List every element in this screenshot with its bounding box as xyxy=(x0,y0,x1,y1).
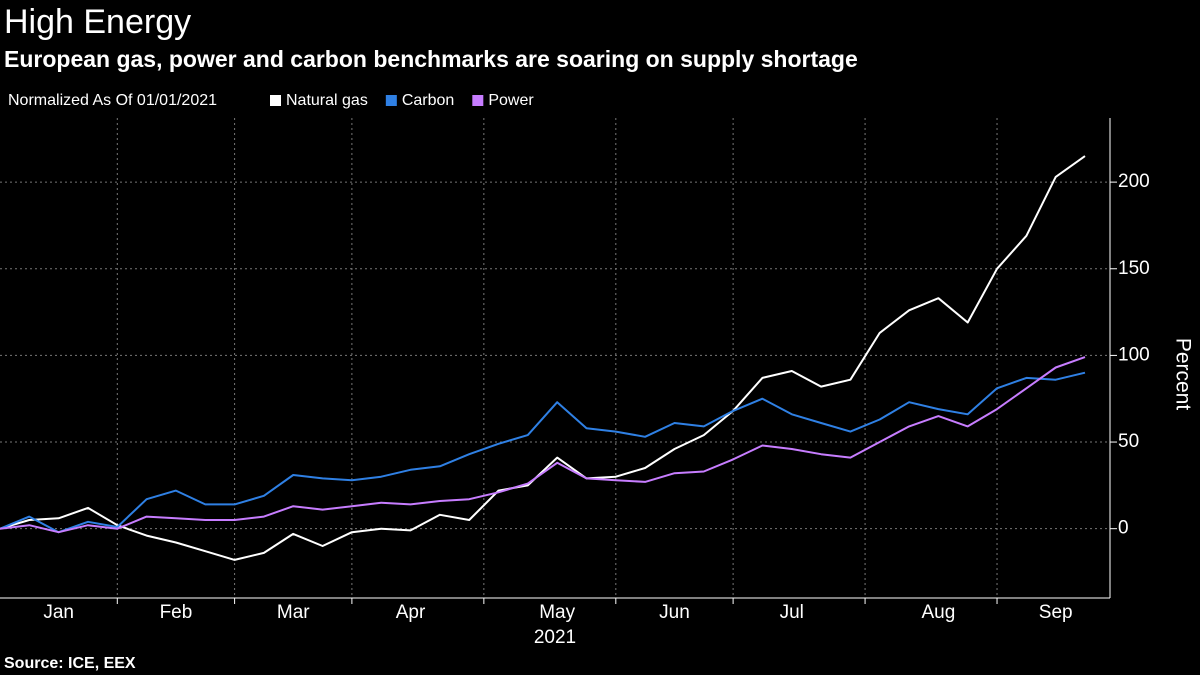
chart-title: High Energy xyxy=(4,3,191,41)
series-line xyxy=(0,155,1086,561)
x-tick-label: Feb xyxy=(160,602,193,623)
x-tick-label: Jan xyxy=(43,602,74,623)
y-tick-label: 50 xyxy=(1118,431,1139,452)
x-axis-label: 2021 xyxy=(534,627,576,648)
x-tick-label: May xyxy=(539,602,575,623)
legend-title: Normalized As Of 01/01/2021 xyxy=(8,92,217,109)
x-tick-label: Apr xyxy=(396,602,426,623)
x-tick-label: Jun xyxy=(659,602,690,623)
legend-swatch xyxy=(472,95,484,106)
y-tick-label: 200 xyxy=(1118,171,1150,192)
y-tick-label: 100 xyxy=(1118,344,1150,365)
y-tick-label: 150 xyxy=(1118,258,1150,279)
legend-swatch xyxy=(385,95,397,106)
legend-label: Natural gas xyxy=(286,92,368,109)
chart-subtitle: European gas, power and carbon benchmark… xyxy=(4,46,858,72)
legend-label: Power xyxy=(488,92,534,109)
source: Source: ICE, EEX xyxy=(4,655,136,672)
y-axis-label: Percent xyxy=(1171,338,1194,411)
x-tick-label: Mar xyxy=(277,602,310,623)
x-tick-label: Sep xyxy=(1039,602,1073,623)
legend-swatch xyxy=(270,95,281,106)
legend-label: Carbon xyxy=(402,92,454,109)
x-tick-label: Jul xyxy=(780,602,804,623)
y-tick-label: 0 xyxy=(1118,518,1129,539)
series-line xyxy=(0,356,1086,534)
series-line xyxy=(0,371,1086,534)
x-tick-label: Aug xyxy=(921,602,955,623)
